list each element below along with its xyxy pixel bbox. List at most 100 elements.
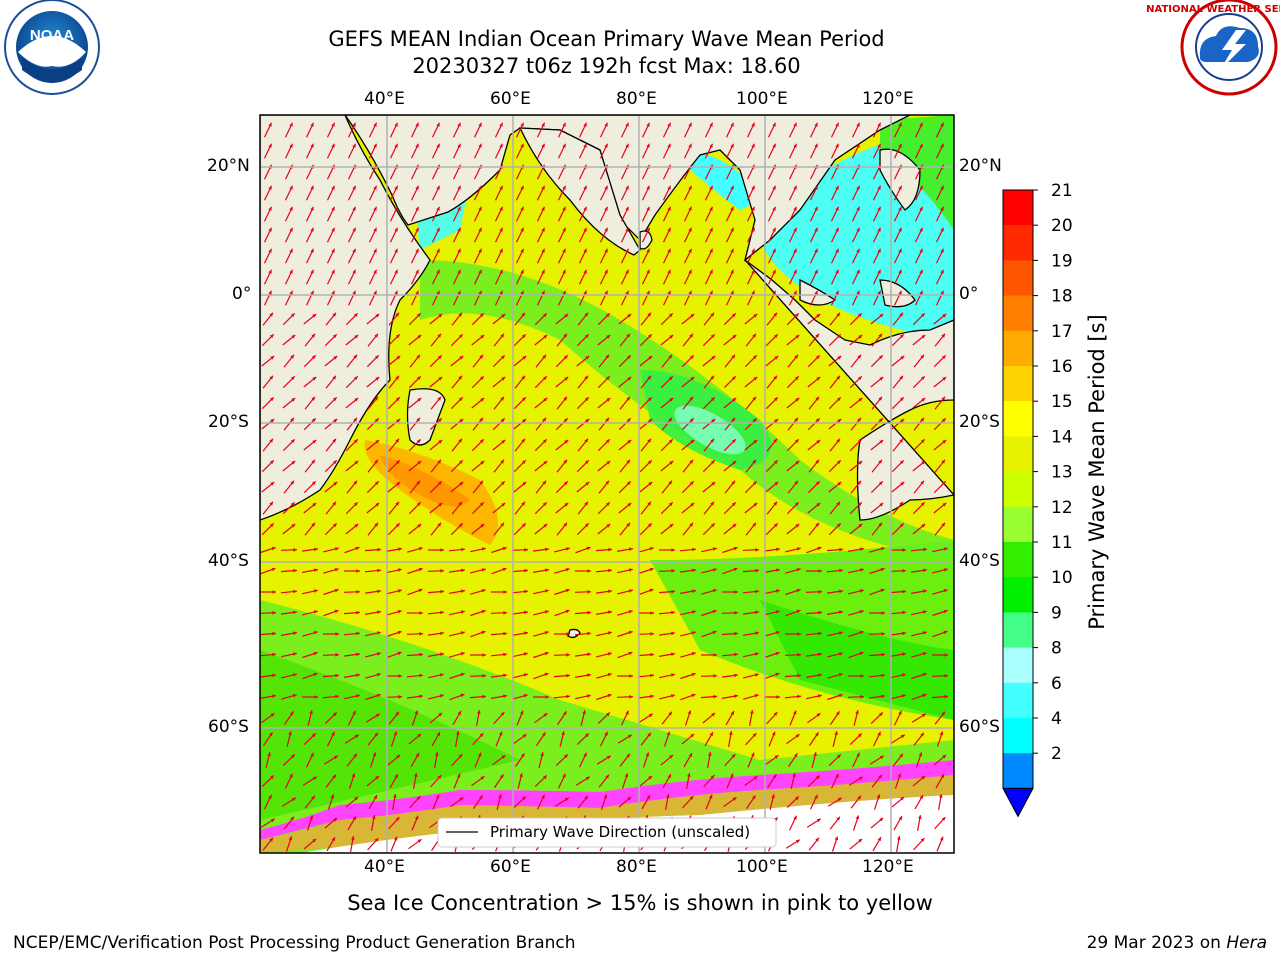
direction-arrow-head — [437, 459, 441, 464]
direction-arrow-head — [667, 774, 671, 779]
direction-arrow-head — [354, 398, 359, 402]
direction-arrow-head — [331, 206, 335, 211]
direction-arrow-head — [415, 143, 419, 148]
direction-arrow-head — [377, 589, 381, 594]
direction-arrow-head — [604, 731, 608, 736]
direction-arrow-head — [858, 461, 863, 465]
direction-arrow-head — [522, 482, 527, 486]
direction-arrow-head — [330, 794, 335, 799]
direction-arrow-head — [480, 398, 485, 402]
direction-arrow-head — [272, 631, 276, 636]
direction-arrow-head — [352, 816, 356, 821]
direction-arrow-head — [710, 397, 715, 402]
direction-arrow-head — [269, 397, 274, 402]
direction-arrow-head — [838, 693, 843, 698]
direction-arrow-head — [332, 712, 337, 717]
direction-arrow-head — [751, 185, 755, 190]
direction-arrow-head — [608, 547, 612, 552]
direction-arrow-head — [608, 589, 612, 594]
direction-arrow-head — [542, 439, 547, 444]
direction-arrow-head — [542, 417, 546, 422]
direction-arrow-head — [877, 227, 881, 232]
direction-arrow-head — [752, 333, 756, 338]
direction-arrow-head — [814, 794, 818, 799]
direction-arrow-head — [543, 461, 548, 465]
direction-arrow-head — [353, 417, 357, 422]
colorbar-segment — [1003, 225, 1033, 261]
direction-arrow-head — [919, 269, 923, 274]
direction-arrow-head — [773, 523, 778, 528]
direction-arrow-head — [374, 355, 379, 360]
direction-arrow-head — [587, 652, 591, 657]
direction-arrow-head — [331, 837, 335, 842]
direction-arrow-head — [562, 773, 566, 778]
noaa-logo-text: NOAA — [30, 27, 74, 44]
direction-arrow-head — [942, 503, 947, 507]
direction-arrow-head — [752, 795, 756, 800]
direction-arrow-head — [311, 396, 315, 401]
direction-arrow-head — [923, 547, 927, 552]
direction-arrow-head — [355, 546, 360, 551]
direction-arrow-head — [460, 631, 465, 635]
direction-arrow-head — [398, 674, 402, 678]
direction-arrow-head — [587, 673, 591, 677]
direction-arrow-head — [478, 122, 482, 127]
direction-arrow-head — [858, 838, 863, 843]
direction-arrow-head — [753, 440, 758, 444]
direction-arrow-head — [373, 795, 377, 800]
direction-arrow-head — [543, 524, 548, 528]
direction-arrow-head — [521, 438, 525, 443]
direction-arrow-head — [542, 732, 546, 737]
direction-arrow-head — [629, 674, 633, 678]
direction-arrow-head — [837, 482, 842, 486]
direction-arrow-head — [774, 356, 779, 360]
direction-arrow-head — [499, 185, 503, 190]
direction-arrow-head — [500, 355, 505, 360]
direction-arrow-head — [541, 227, 545, 232]
lat-label-right-0: 0° — [959, 284, 979, 304]
direction-arrow-head — [565, 609, 570, 614]
direction-arrow-head — [585, 356, 590, 360]
direction-arrow-head — [436, 227, 440, 232]
direction-arrow-head — [712, 630, 717, 635]
direction-arrow-head — [395, 334, 400, 339]
direction-arrow-head — [752, 396, 756, 401]
direction-arrow-head — [268, 227, 272, 232]
direction-arrow-head — [922, 652, 927, 656]
direction-arrow-head — [314, 568, 318, 572]
direction-arrow-head — [650, 632, 654, 636]
direction-arrow-head — [458, 438, 462, 443]
direction-arrow-head — [501, 755, 506, 759]
direction-arrow-head — [356, 590, 360, 594]
direction-arrow-head — [648, 419, 653, 423]
direction-arrow-head — [524, 548, 528, 552]
direction-arrow-head — [752, 459, 756, 464]
direction-arrow-head — [836, 501, 840, 506]
direction-arrow-head — [921, 713, 926, 718]
direction-arrow-head — [394, 269, 398, 274]
direction-arrow-head — [647, 732, 651, 737]
direction-arrow-head — [522, 734, 527, 738]
direction-arrow-head — [838, 652, 843, 656]
direction-arrow-head — [313, 672, 318, 677]
direction-arrow-head — [836, 754, 841, 759]
direction-arrow-head — [794, 439, 799, 444]
direction-arrow-head — [290, 354, 294, 359]
direction-arrow-head — [650, 611, 654, 615]
direction-arrow-head — [710, 375, 714, 380]
direction-arrow-head — [857, 502, 862, 507]
direction-arrow-head — [353, 313, 358, 318]
direction-arrow-head — [374, 732, 378, 737]
direction-arrow-head — [564, 797, 569, 802]
direction-arrow-head — [335, 653, 339, 657]
direction-arrow-head — [772, 290, 776, 295]
direction-arrow-head — [438, 503, 443, 507]
direction-arrow-head — [902, 589, 906, 594]
direction-arrow-head — [711, 356, 716, 360]
direction-arrow-head — [373, 185, 377, 190]
direction-arrow-head — [372, 815, 376, 819]
direction-arrow-head — [311, 355, 316, 360]
direction-arrow-head — [480, 524, 485, 528]
direction-arrow-head — [751, 143, 755, 148]
direction-arrow-head — [604, 227, 608, 232]
